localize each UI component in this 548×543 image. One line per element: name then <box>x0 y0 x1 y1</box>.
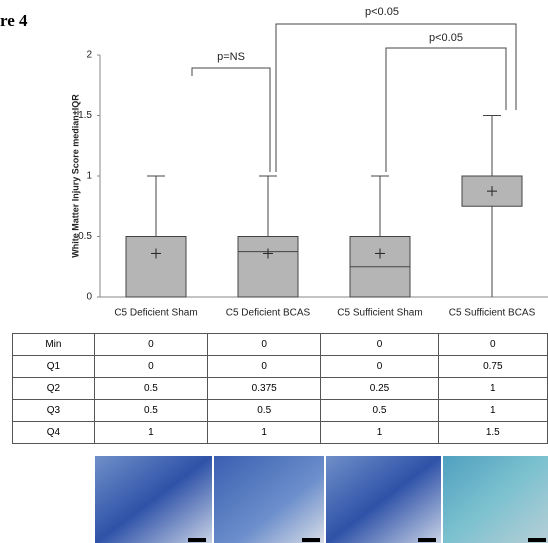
table-cell: 0.25 <box>320 377 439 400</box>
x-tick-label: C5 Deficient Sham <box>114 308 197 319</box>
y-tick-label: 2 <box>86 50 92 61</box>
table-cell: 0 <box>320 355 439 378</box>
x-tick-label: C5 Deficient BCAS <box>226 308 311 319</box>
table-row: Q4 1 1 1 1.5 <box>12 421 548 444</box>
figure-title: re 4 <box>0 11 28 30</box>
table-cell: 0 <box>206 355 322 378</box>
data-table: Min 0 0 0 0 Q1 0 0 0 0.75 Q2 0.5 0.375 0.25 1 Q3 0.5 0.5 0… <box>12 333 548 444</box>
table-cell: 1 <box>437 377 548 400</box>
table-cell: 0.375 <box>206 377 322 400</box>
table-cell: 0.75 <box>437 355 548 378</box>
mean-marker <box>151 248 161 259</box>
table-cell: Q2 <box>12 377 95 400</box>
mean-marker <box>263 248 273 259</box>
y-tick-label: 1.5 <box>78 110 92 121</box>
table-cell: 1 <box>93 421 209 444</box>
table-cell: 0.5 <box>93 377 209 400</box>
bracket <box>191 67 271 172</box>
table-cell: 1 <box>437 399 548 422</box>
micrograph <box>95 456 212 543</box>
y-tick-label: 0 <box>86 292 92 303</box>
table-cell: 1 <box>206 421 322 444</box>
table-cell: 0.5 <box>93 399 209 422</box>
table-cell: 0 <box>320 333 439 356</box>
y-tick-label: 0.5 <box>78 231 92 242</box>
table-cell: 1 <box>320 421 439 444</box>
x-tick-label: C5 Sufficient Sham <box>337 308 422 319</box>
table-cell: 0 <box>93 333 209 356</box>
annotation: p<0.05 <box>365 6 399 18</box>
table-cell: Q3 <box>12 399 95 422</box>
table-cell: Q1 <box>12 355 95 378</box>
annotation: p<0.05 <box>429 32 463 44</box>
table-cell: 0 <box>93 355 209 378</box>
scale-bar <box>302 538 320 542</box>
scale-bar <box>528 538 546 542</box>
annotation: p=NS <box>217 51 245 63</box>
table-cell: 1.5 <box>437 421 548 444</box>
mean-marker <box>375 248 385 259</box>
y-tick-label: 1 <box>86 171 92 182</box>
table-cell: 0 <box>206 333 322 356</box>
micrograph <box>443 456 548 543</box>
bracket <box>385 47 507 172</box>
table-row: Q1 0 0 0 0.75 <box>12 355 548 378</box>
scale-bar <box>188 538 206 542</box>
table-cell: 0 <box>437 333 548 356</box>
table-row: Q2 0.5 0.375 0.25 1 <box>12 377 548 400</box>
mean-marker <box>487 186 497 197</box>
table-cell: 0.5 <box>206 399 322 422</box>
box <box>237 236 299 298</box>
table-row: Min 0 0 0 0 <box>12 333 548 356</box>
box <box>125 236 187 298</box>
table-cell: Min <box>12 333 95 356</box>
table-cell: 0.5 <box>320 399 439 422</box>
table-row: Q3 0.5 0.5 0.5 1 <box>12 399 548 422</box>
bracket <box>275 23 517 172</box>
micrograph <box>326 456 441 543</box>
scale-bar <box>418 538 436 542</box>
table-cell: Q4 <box>12 421 95 444</box>
x-tick-label: C5 Sufficient BCAS <box>449 308 536 319</box>
micrograph <box>214 456 324 543</box>
y-axis-label: White Matter Injury Score median±IQR <box>70 94 80 258</box>
